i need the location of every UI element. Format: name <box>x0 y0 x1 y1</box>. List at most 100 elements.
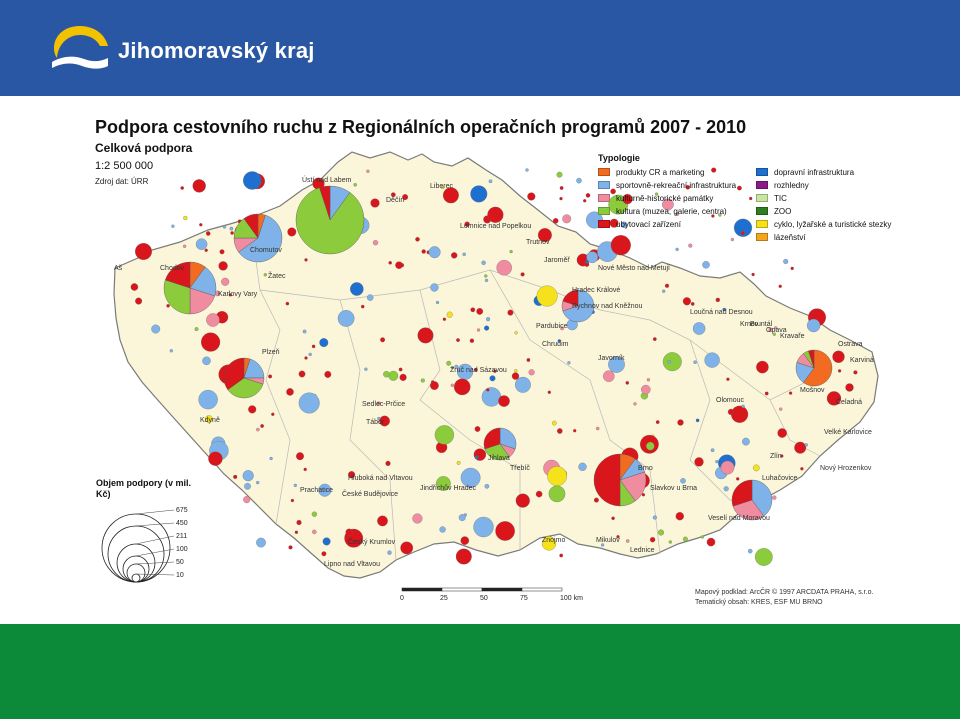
legend-item: dopravní infrastruktura <box>756 167 906 177</box>
support-symbol <box>398 367 403 372</box>
pie-slice <box>243 213 259 239</box>
support-symbol <box>677 419 684 426</box>
support-symbol <box>370 198 380 208</box>
support-symbol <box>420 378 425 383</box>
support-symbol <box>376 401 381 406</box>
place-label: Chodov <box>160 265 185 272</box>
place-label: Javorník <box>598 355 625 362</box>
support-symbol <box>446 360 452 366</box>
pie-slice <box>499 427 517 450</box>
legend-swatch <box>756 220 768 228</box>
support-symbol <box>488 179 493 184</box>
support-symbol <box>562 214 572 224</box>
support-symbol <box>473 516 494 538</box>
support-symbol <box>737 185 742 191</box>
support-symbol <box>556 171 563 178</box>
pie-slice <box>803 349 833 387</box>
support-symbol <box>586 251 599 264</box>
support-symbol <box>303 467 307 472</box>
place-label: Ostrava <box>838 341 863 348</box>
support-symbol <box>711 167 717 173</box>
legend-swatch <box>756 168 768 176</box>
support-symbol <box>657 529 665 536</box>
place-label: Chomutov <box>250 247 282 254</box>
support-symbol <box>722 307 726 312</box>
support-symbol <box>285 301 290 306</box>
support-symbol <box>415 237 420 242</box>
support-symbol <box>428 246 441 259</box>
pie-slice <box>484 443 510 461</box>
support-symbol <box>514 376 531 393</box>
place-label: Karlovy Vary <box>218 291 258 298</box>
support-symbol <box>772 495 777 500</box>
pie-slice <box>732 499 765 521</box>
support-symbol <box>434 425 455 445</box>
support-symbol <box>610 235 631 256</box>
size-value: 10 <box>176 572 184 579</box>
support-symbol <box>321 551 327 557</box>
place-label: Nový Hrozenkov <box>820 465 872 472</box>
pie-slice <box>731 479 753 507</box>
support-symbol <box>578 462 587 471</box>
support-symbol <box>783 258 789 265</box>
support-symbol <box>166 304 170 308</box>
legend-item: produkty CR a marketing <box>598 167 748 177</box>
map-subtitle: Celková podpora <box>95 141 193 155</box>
place-label: Lomnice nad Popelkou <box>460 223 531 230</box>
support-symbol <box>493 369 497 373</box>
support-symbol <box>710 448 715 453</box>
support-symbol <box>845 383 854 392</box>
legend-swatch <box>598 207 610 215</box>
support-symbol <box>182 244 187 248</box>
support-symbol <box>662 352 682 372</box>
support-symbol <box>204 248 208 252</box>
support-symbol <box>455 548 472 565</box>
support-symbol <box>608 356 625 373</box>
legend-label: kultura (muzea, galerie, centra) <box>616 206 727 216</box>
size-circle <box>126 563 146 583</box>
place-label: Opava <box>766 327 787 334</box>
support-symbol <box>559 196 563 201</box>
size-value: 50 <box>176 559 184 566</box>
support-symbol <box>560 326 564 331</box>
legend-swatch <box>756 207 768 215</box>
support-symbol <box>547 466 567 486</box>
support-symbol <box>790 266 794 271</box>
support-symbol <box>486 317 491 322</box>
support-symbol <box>826 391 842 406</box>
support-symbol <box>290 498 295 503</box>
support-symbol <box>442 317 447 321</box>
support-symbol <box>269 456 273 461</box>
size-value: 211 <box>176 533 187 540</box>
support-symbol <box>559 553 564 558</box>
footer-band <box>0 624 960 719</box>
support-symbol <box>774 326 778 330</box>
support-symbol <box>537 228 552 243</box>
support-symbol <box>600 543 605 547</box>
brand-name: Jihomoravský kraj <box>118 38 315 63</box>
size-leader <box>135 509 175 515</box>
place-label: Aš <box>114 265 123 272</box>
support-symbol <box>675 212 680 216</box>
legend-swatch <box>598 220 610 228</box>
support-symbol <box>541 536 557 551</box>
support-symbol <box>655 420 660 424</box>
support-symbol <box>610 188 616 195</box>
support-symbol <box>470 185 488 203</box>
support-symbol <box>130 283 139 291</box>
size-leader <box>135 535 175 545</box>
support-symbol <box>731 405 749 423</box>
legend-item: ubytovací zařízení <box>598 219 748 229</box>
pie-slice <box>295 187 365 255</box>
support-symbol <box>682 297 691 306</box>
support-symbol <box>268 374 273 379</box>
support-symbol <box>222 225 227 229</box>
support-symbol <box>476 308 484 315</box>
support-symbol <box>353 183 357 187</box>
support-symbol <box>473 448 487 461</box>
support-symbol <box>484 274 488 278</box>
support-symbol <box>780 454 784 458</box>
support-symbol <box>777 428 787 438</box>
support-symbol <box>489 375 496 382</box>
support-symbol <box>496 259 512 276</box>
